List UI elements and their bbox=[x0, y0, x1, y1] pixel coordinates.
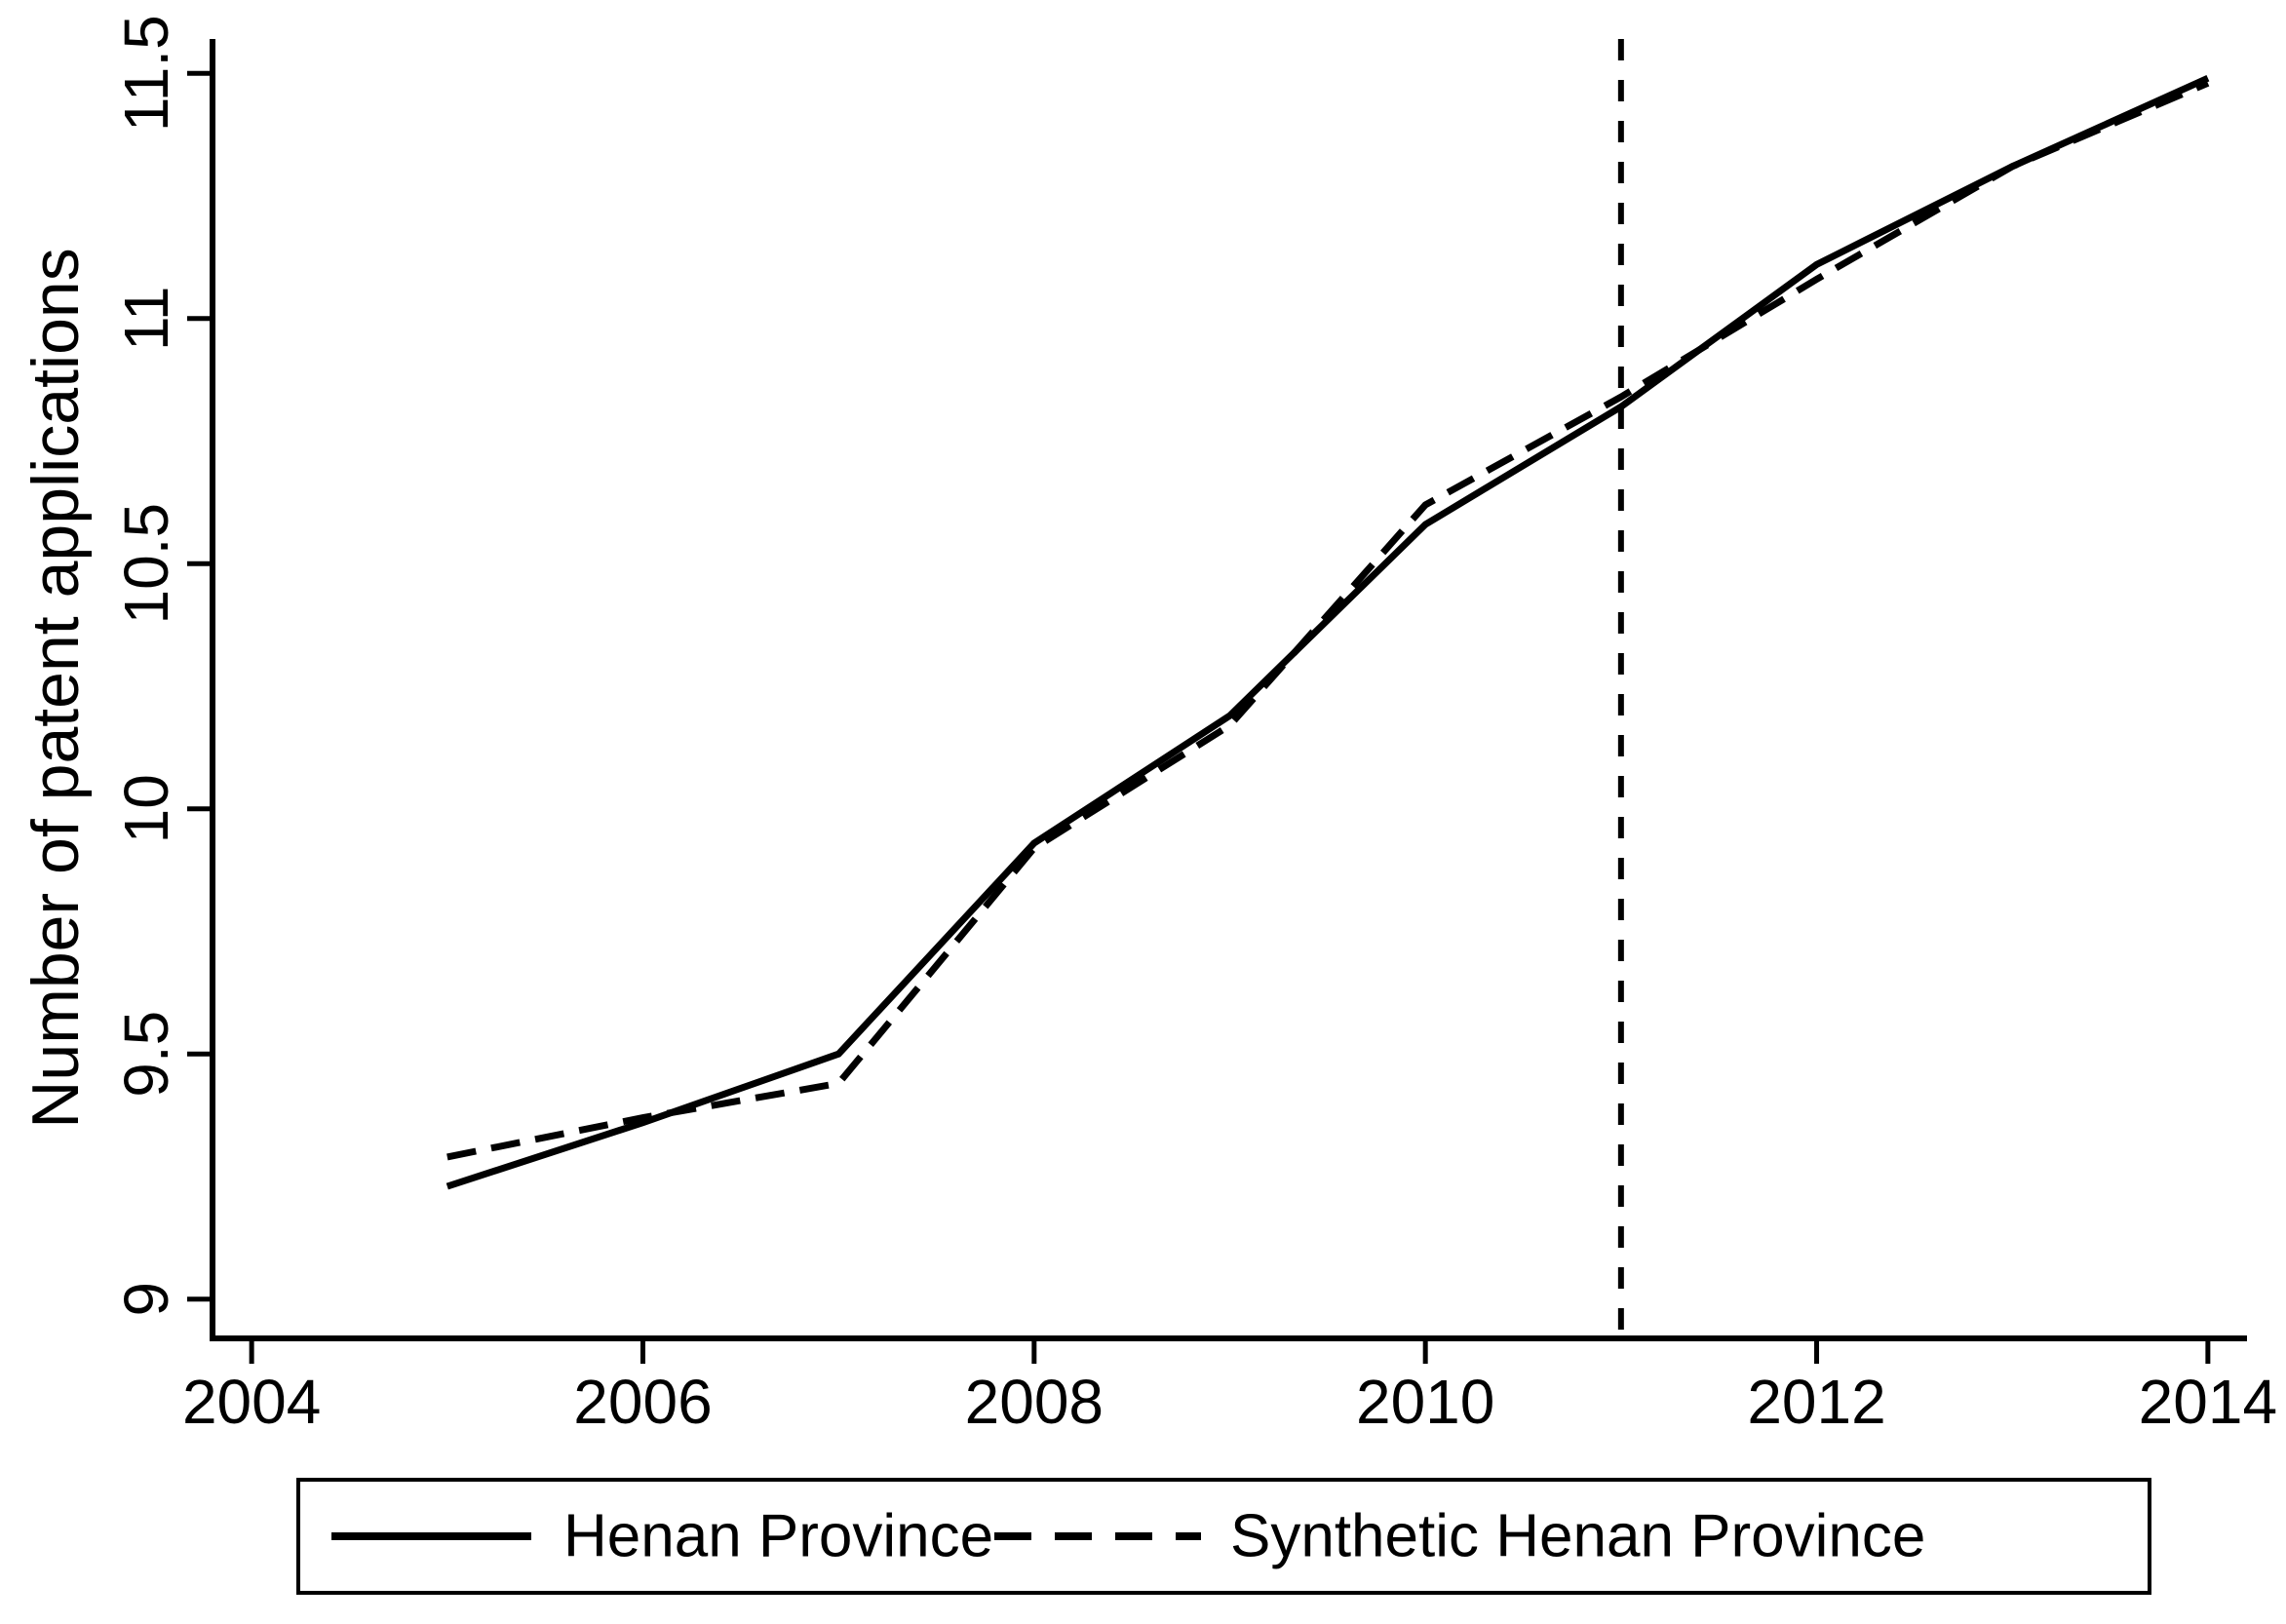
legend-label-synthetic-henan-province: Synthetic Henan Province bbox=[1230, 1503, 1925, 1570]
x-axis-tick-label: 2008 bbox=[965, 1367, 1104, 1437]
y-axis-tick-label: 11 bbox=[111, 287, 181, 351]
y-axis-tick-label: 10 bbox=[111, 774, 181, 843]
x-axis-tick-label: 2014 bbox=[2139, 1367, 2277, 1437]
y-axis-tick-label: 10.5 bbox=[111, 503, 181, 625]
y-axis-title: Number of patent applications bbox=[19, 248, 93, 1128]
x-axis-tick-label: 2004 bbox=[182, 1367, 321, 1437]
x-axis-tick-label: 2012 bbox=[1747, 1367, 1885, 1437]
y-axis-tick-label: 9.5 bbox=[111, 1011, 181, 1098]
series-line-synthetic-henan-province bbox=[446, 80, 2210, 1161]
y-axis-tick-label: 9 bbox=[111, 1282, 181, 1317]
x-axis-tick-label: 2010 bbox=[1356, 1367, 1494, 1437]
legend-box bbox=[296, 1478, 2151, 1595]
legend-label-henan-province: Henan Province bbox=[563, 1503, 993, 1570]
series-line-henan-province bbox=[446, 75, 2210, 1190]
x-axis-tick-label: 2006 bbox=[573, 1367, 712, 1437]
y-axis-tick-label: 11.5 bbox=[111, 15, 181, 132]
